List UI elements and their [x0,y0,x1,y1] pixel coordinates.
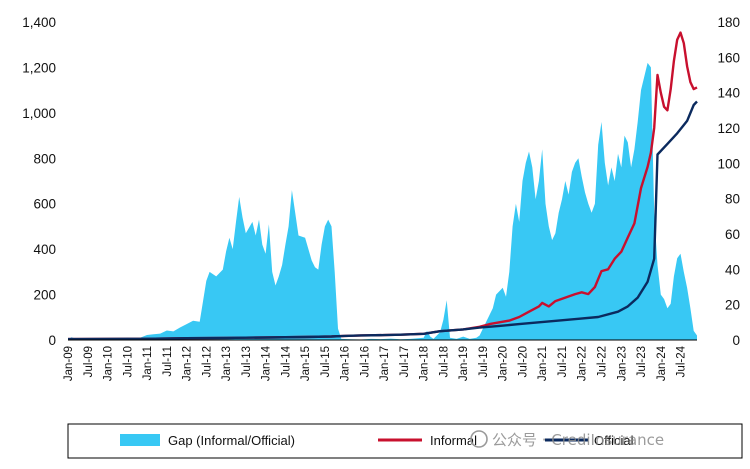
legend: Gap (Informal/Official) Informal Officia… [67,423,743,459]
left-y-tick-label: 600 [33,197,56,212]
x-tick-label: Jul-18 [438,346,450,377]
x-tick-label: Jul-22 [597,346,609,377]
wechat-icon [470,430,488,448]
left-y-tick-label: 1,000 [22,106,56,121]
series-line-official [67,100,698,341]
x-tick-label: Jan-14 [261,345,273,381]
x-tick-label: Jul-10 [122,346,134,377]
legend-swatch-gap [120,434,160,446]
x-tick-label: Jan-13 [221,346,233,381]
x-tick-label: Jan-21 [537,346,549,381]
x-axis: Jan-09 Jul-09 Jan-10 Jul-10 Jan-11 Jul-11 Jan-… [63,339,697,381]
x-tick-label: Jan-11 [142,346,154,380]
x-tick-label: Jul-11 [162,346,174,376]
x-tick-label: Jan-10 [103,346,115,381]
x-tick-label: Jan-22 [577,346,589,381]
right-y-tick-label: 80 [725,192,740,207]
left-y-tick-label: 1,200 [22,60,56,75]
legend-label-gap: Gap (Informal/Official) [168,433,295,448]
x-tick-label: Jul-20 [518,346,530,377]
right-y-tick-label: 100 [717,156,740,171]
left-y-tick-label: 200 [33,288,56,303]
x-tick-label: Jul-24 [676,345,688,377]
x-tick-label: Jan-16 [340,346,352,381]
watermark: 公众号 · CrediInsurance [470,430,664,449]
right-y-tick-label: 40 [725,262,740,277]
left-y-tick-label: 400 [33,242,56,257]
left-y-tick-label: 1,400 [22,15,56,30]
legend-label-official: Official [594,433,634,448]
x-tick-label: Jan-17 [379,346,391,381]
x-tick-label: Jan-24 [656,345,668,381]
x-tick-label: Jul-23 [636,346,648,377]
right-y-tick-label: 160 [717,50,740,65]
x-tick-label: Jul-19 [478,346,490,377]
x-tick-label: Jan-18 [419,346,431,381]
plot-area [67,31,698,341]
x-tick-label: Jan-15 [300,346,312,381]
x-tick-label: Jul-16 [359,346,371,377]
left-y-axis: 0 200 400 600 800 1,000 1,200 1,400 [22,15,56,348]
series-area-gap-informal-official [68,62,697,341]
x-tick-label: Jul-15 [320,346,332,377]
watermark-text: 公众号 · CrediInsurance [492,431,664,449]
x-tick-label: Jul-14 [280,345,292,377]
x-tick-label: Jul-21 [557,346,569,377]
right-y-axis: 0 20 40 60 80 100 120 140 160 180 [717,15,740,348]
x-tick-label: Jan-12 [182,346,194,381]
x-tick-label: Jul-12 [201,346,213,377]
left-y-tick-label: 800 [33,151,56,166]
right-y-tick-label: 120 [717,121,740,136]
right-y-tick-label: 180 [717,15,740,30]
x-tick-label: Jul-13 [241,346,253,377]
x-tick-label: Jul-17 [399,346,411,377]
right-y-tick-label: 60 [725,227,740,242]
left-y-tick-label: 0 [48,333,56,348]
x-tick-label: Jan-09 [63,346,75,381]
x-tick-label: Jan-19 [458,346,470,381]
right-y-tick-label: 20 [725,298,740,313]
legend-label-informal: Informal [430,433,477,448]
x-tick-label: Jul-09 [83,346,95,377]
x-tick-label: Jan-20 [498,346,510,381]
x-tick-label: Jan-23 [616,346,628,381]
right-y-tick-label: 0 [732,333,740,348]
right-y-tick-label: 140 [717,86,740,101]
